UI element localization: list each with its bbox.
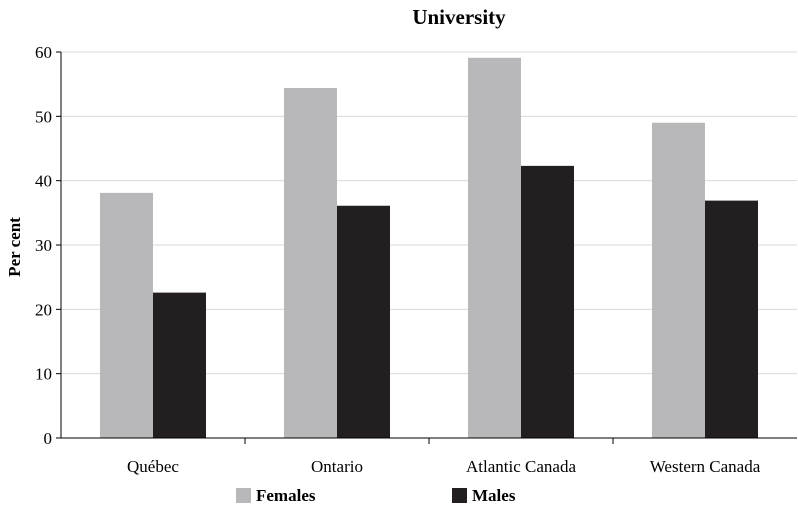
legend-label-males: Males — [472, 486, 516, 505]
legend-label-females: Females — [256, 486, 316, 505]
y-tick-label-3: 30 — [35, 236, 52, 255]
x-tick-label-0: Québec — [127, 457, 179, 476]
y-tick-label-4: 40 — [35, 172, 52, 191]
y-tick-label-6: 60 — [35, 43, 52, 62]
chart-title: University — [412, 5, 506, 29]
bar-females-3 — [652, 122, 705, 439]
y-tick-label-2: 20 — [35, 300, 52, 319]
legend-swatch-females — [236, 488, 251, 503]
bar-males-1 — [337, 205, 390, 438]
x-tick-labels: Québec Ontario Atlantic Canada Western Cana… — [127, 457, 761, 476]
bar-females-0 — [100, 192, 153, 438]
axes — [56, 51, 797, 444]
bar-males-2 — [521, 165, 574, 438]
x-tick-label-1: Ontario — [311, 457, 363, 476]
x-tick-label-3: Western Canada — [650, 457, 761, 476]
bar-females-2 — [468, 57, 521, 438]
y-tick-label-5: 50 — [35, 107, 52, 126]
bar-females-1 — [284, 88, 337, 438]
bar-males-3 — [705, 200, 758, 438]
y-tick-label-0: 0 — [44, 429, 53, 448]
legend: Females Males — [236, 486, 516, 505]
y-tick-labels: 0 10 20 30 40 50 60 — [35, 43, 52, 448]
y-axis-label: Per cent — [5, 217, 24, 277]
bars — [100, 57, 758, 439]
bar-males-0 — [153, 292, 206, 438]
y-tick-label-1: 10 — [35, 365, 52, 384]
legend-swatch-males — [452, 488, 467, 503]
x-tick-label-2: Atlantic Canada — [466, 457, 576, 476]
